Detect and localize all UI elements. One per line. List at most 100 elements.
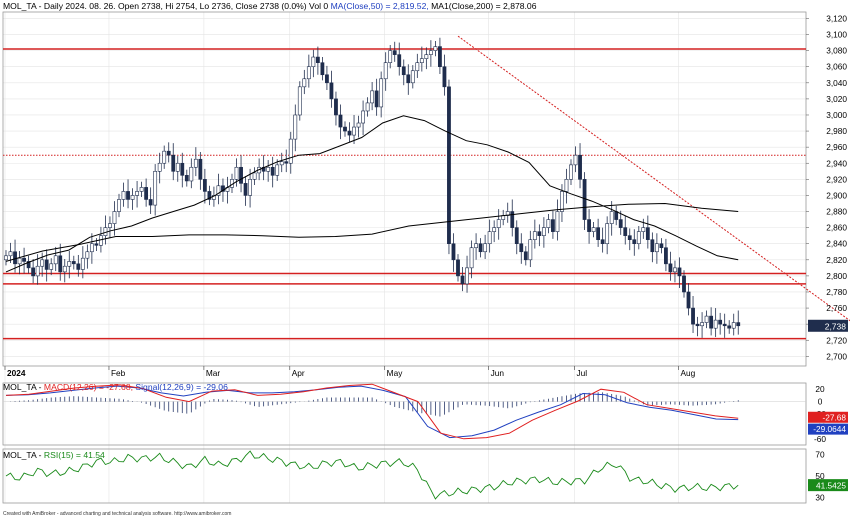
candle — [383, 52, 388, 91]
macd-value-badge — [808, 411, 848, 423]
candle — [600, 227, 605, 253]
y-tick-label: 2,840 — [826, 239, 847, 249]
month-label: May — [387, 368, 404, 378]
y-tick-label: 2,920 — [826, 174, 847, 184]
candle — [315, 46, 320, 75]
candle — [551, 210, 555, 239]
candle — [243, 176, 248, 206]
moving-averages — [5, 115, 739, 273]
y-tick-label: 2,860 — [826, 223, 847, 233]
candle — [627, 228, 632, 251]
price-candles — [4, 37, 741, 338]
month-label: Mar — [206, 368, 221, 378]
candle — [144, 178, 149, 207]
y-tick-label: 2,780 — [826, 287, 847, 297]
candle — [153, 164, 158, 216]
candle — [392, 41, 397, 62]
candle — [293, 104, 298, 152]
macd-tick-label: -60 — [814, 434, 826, 444]
candle — [135, 180, 139, 208]
candle — [85, 244, 90, 269]
candle — [108, 216, 112, 239]
candle — [311, 49, 316, 78]
candle — [49, 258, 54, 276]
candle — [673, 260, 677, 283]
rsi-value-label: 41.5425 — [816, 481, 846, 491]
footer-credit: Created with AmiBroker - advanced charti… — [3, 511, 231, 517]
candle — [528, 230, 533, 268]
candle — [645, 215, 650, 249]
candle — [198, 151, 203, 190]
candle — [519, 233, 524, 264]
y-tick-label: 2,800 — [826, 271, 847, 281]
candle — [130, 188, 135, 210]
candle — [157, 152, 162, 184]
candle — [487, 219, 492, 253]
y-tick-label: 3,100 — [826, 30, 847, 40]
candle — [541, 217, 546, 248]
price-axis: 2,7002,7202,7402,7602,7802,8002,8202,840… — [806, 13, 848, 361]
candle — [126, 179, 130, 209]
candle — [397, 42, 402, 76]
candle — [270, 156, 275, 188]
candle — [424, 47, 429, 70]
candle — [297, 81, 302, 121]
candle — [474, 233, 478, 260]
candle — [428, 40, 433, 67]
candle — [578, 143, 582, 189]
candle — [189, 158, 194, 189]
candle — [166, 142, 171, 163]
candle — [718, 312, 723, 335]
panel-frame-1 — [2, 382, 807, 446]
macd-header: MOL_TA - MACD(12,26) = -27.68, Signal(12… — [3, 382, 228, 392]
month-label: Apr — [292, 368, 305, 378]
candle — [139, 181, 144, 198]
candle — [691, 296, 695, 334]
rsi-header: MOL_TA - RSI(15) = 41.54 — [3, 450, 105, 460]
candle — [704, 310, 709, 329]
candle — [727, 320, 732, 334]
candle — [338, 104, 343, 140]
rsi-tick-label: 50 — [815, 471, 825, 481]
candle — [546, 213, 551, 234]
macd-panel: 200-20-40-60-27.68-29.0644 — [3, 383, 848, 444]
candle — [677, 257, 682, 288]
month-label: Jul — [577, 368, 588, 378]
candle — [76, 254, 81, 277]
candle — [329, 70, 334, 108]
macd-tick-label: 0 — [818, 397, 823, 407]
candle — [555, 199, 560, 241]
month-label: Feb — [111, 368, 126, 378]
candle — [334, 91, 338, 126]
candle — [564, 168, 569, 204]
month-label: Jun — [491, 368, 505, 378]
candle — [89, 233, 94, 264]
y-tick-label: 3,120 — [826, 13, 847, 23]
candle — [433, 40, 438, 57]
candle — [266, 160, 271, 182]
candle — [596, 218, 601, 247]
candle — [13, 239, 17, 273]
candle — [650, 232, 655, 263]
candle — [22, 247, 26, 274]
candle — [67, 250, 72, 279]
candle — [410, 65, 415, 89]
candle — [17, 250, 22, 275]
y-tick-label: 2,940 — [826, 158, 847, 168]
candle — [306, 54, 311, 88]
candle — [654, 233, 659, 264]
candle — [121, 182, 126, 207]
y-tick-label: 2,900 — [826, 190, 847, 200]
y-tick-label: 3,040 — [826, 78, 847, 88]
candle — [736, 310, 741, 335]
candle — [343, 121, 347, 137]
candle — [175, 156, 180, 182]
y-tick-label: 3,080 — [826, 46, 847, 56]
rsi-tick-label: 30 — [815, 493, 825, 503]
candle — [379, 71, 384, 118]
candle — [207, 185, 212, 206]
candle — [700, 312, 704, 338]
price-header: MOL_TA - Daily 2024. 08. 26. Open 2738, … — [3, 1, 537, 11]
